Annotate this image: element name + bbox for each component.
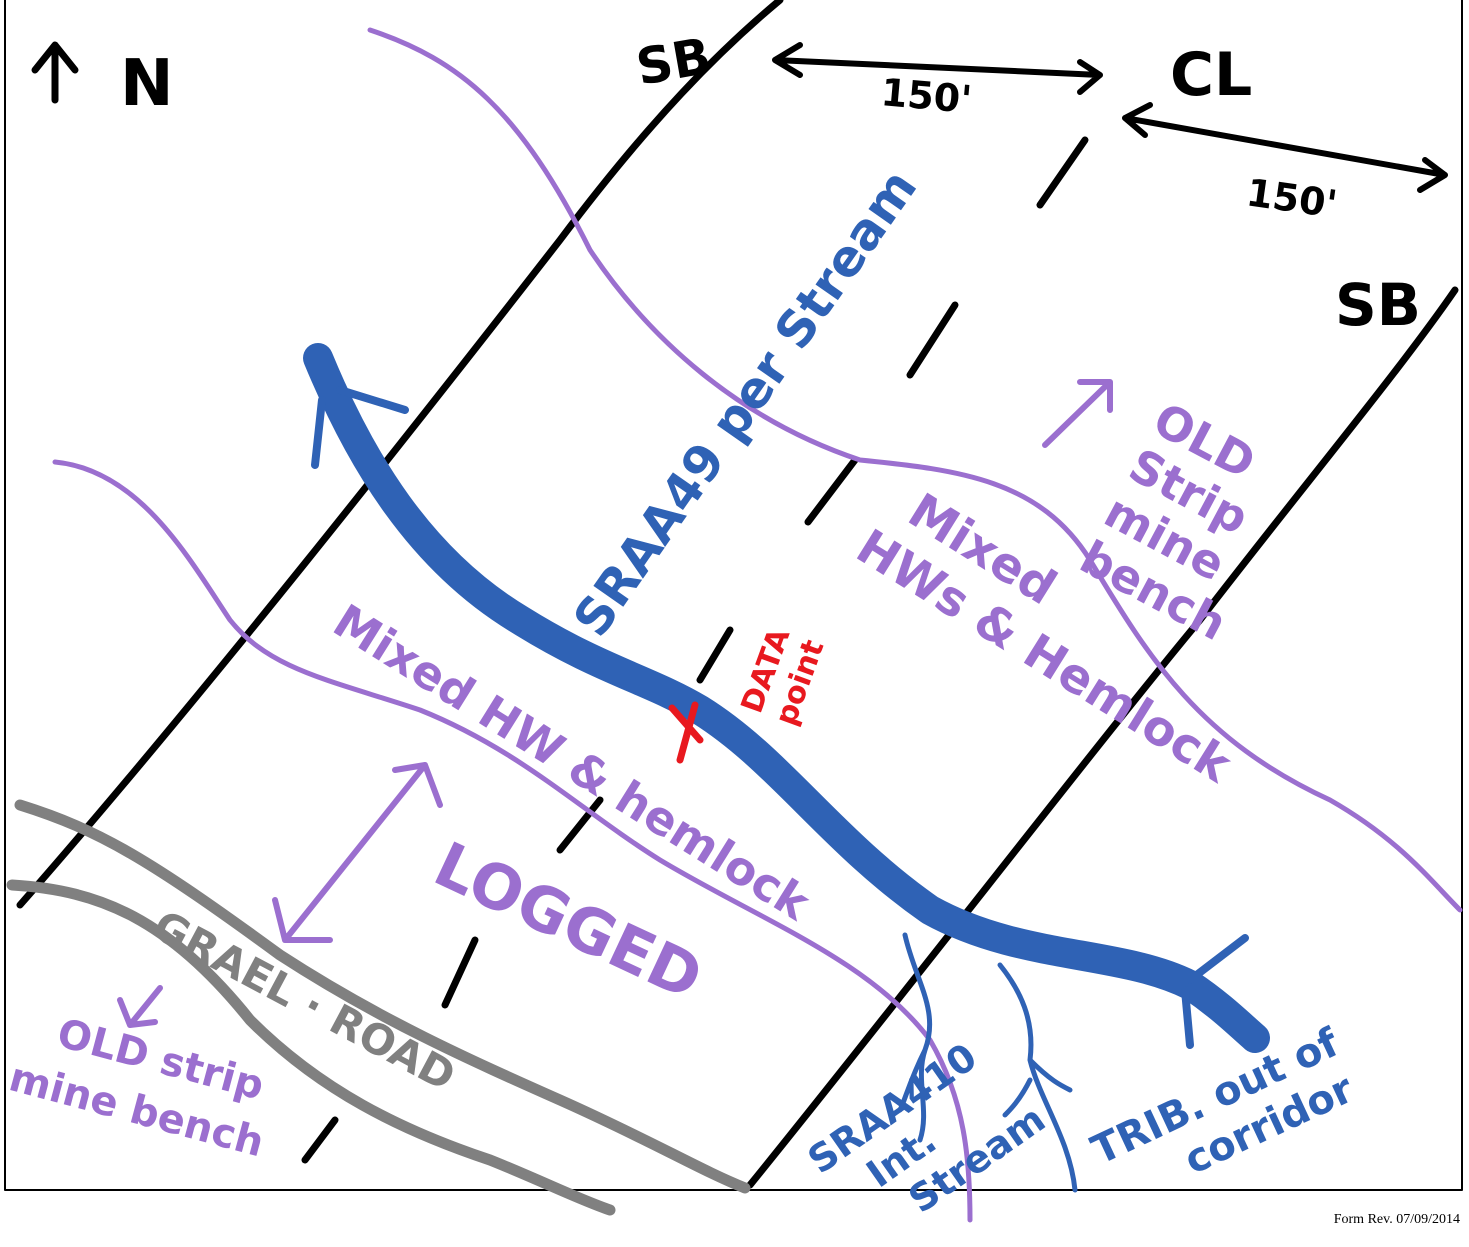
distance-label: 150' bbox=[879, 70, 973, 122]
trib-label: TRIB. out ofcorridor bbox=[1085, 1020, 1367, 1218]
frame bbox=[4, 0, 1463, 1191]
stream-label: SRAA410Int.Stream bbox=[800, 1023, 1053, 1247]
dimension-arrows bbox=[772, 42, 1448, 193]
right-boundary-line bbox=[746, 286, 1459, 1189]
road-edge bbox=[6, 879, 616, 1216]
data-point-mark bbox=[668, 701, 704, 764]
road-edge bbox=[14, 799, 751, 1194]
data-point-label: DATApoint bbox=[735, 623, 832, 730]
centerline-dashes bbox=[301, 136, 1089, 1164]
north-label: N bbox=[120, 47, 174, 121]
centerline-label: CL bbox=[1170, 40, 1252, 110]
tributaries bbox=[897, 932, 1078, 1193]
logged-label: LOGGED bbox=[424, 827, 714, 1014]
left-boundary-line bbox=[16, 0, 784, 909]
boundary-label: SB bbox=[1335, 271, 1421, 339]
stream-arrows bbox=[311, 386, 1249, 1049]
boundary-label: SB bbox=[632, 27, 715, 97]
distance-label: 150' bbox=[1244, 170, 1340, 226]
footer: Form Rev. 07/09/2014 bbox=[1334, 1212, 1460, 1227]
stream bbox=[303, 343, 1270, 1053]
north-arrow bbox=[31, 41, 79, 104]
vegetation-line bbox=[367, 27, 1463, 913]
purple-arrows bbox=[117, 379, 1113, 1028]
